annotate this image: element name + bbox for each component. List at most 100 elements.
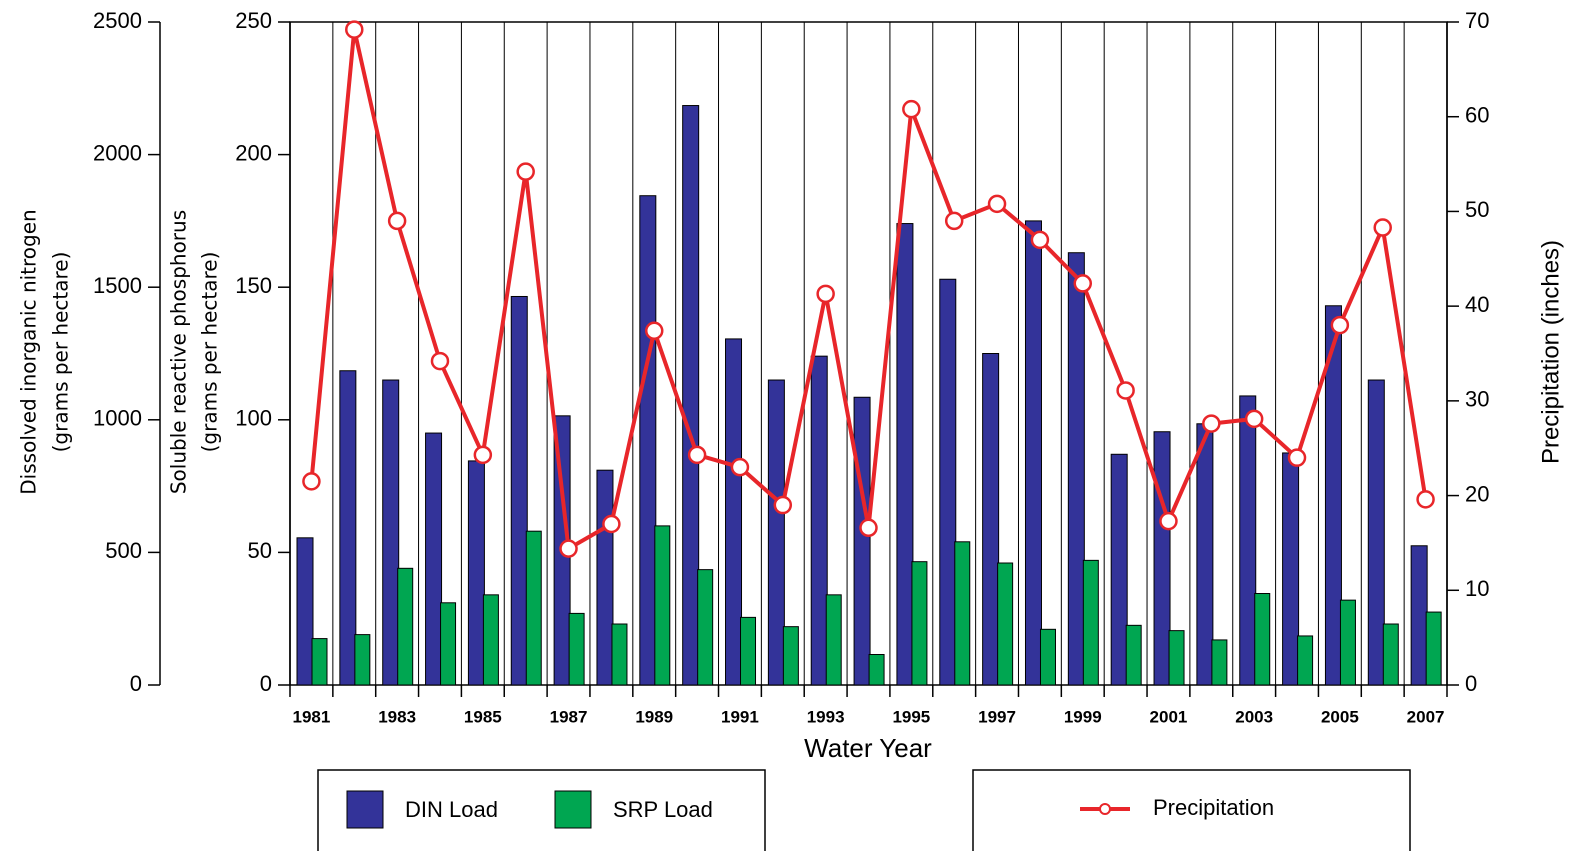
axis-title: Precipitation (inches) <box>1537 240 1564 464</box>
bar <box>296 537 314 686</box>
bar <box>896 223 914 686</box>
line-marker <box>1330 315 1350 335</box>
bar <box>1153 431 1171 686</box>
bar <box>782 626 799 686</box>
srp-tick-label: 50 <box>248 538 272 563</box>
x-tick-label: 2001 <box>1150 707 1188 726</box>
bar <box>1324 305 1342 686</box>
x-tick-label: 1991 <box>721 707 759 726</box>
bar <box>1039 628 1056 686</box>
bar <box>525 530 542 686</box>
precip-tick-label: 60 <box>1465 103 1489 128</box>
din-tick-label: 500 <box>105 538 142 563</box>
line-marker <box>1202 414 1221 433</box>
line-marker <box>430 351 450 371</box>
bar <box>997 562 1014 686</box>
x-tick-label: 1997 <box>978 707 1016 726</box>
bar <box>810 355 828 686</box>
line-marker <box>345 20 364 39</box>
bar <box>1410 545 1428 686</box>
bar <box>1239 395 1257 686</box>
axis-title: (grams per hectare) <box>49 252 73 453</box>
x-tick-label: 2003 <box>1235 707 1273 726</box>
line-marker <box>1073 274 1093 293</box>
bar <box>339 370 357 686</box>
line-marker <box>1030 230 1050 250</box>
bar <box>954 541 971 686</box>
precip-tick-label: 20 <box>1465 481 1489 506</box>
line-marker <box>773 495 793 515</box>
bar <box>596 469 614 686</box>
precip-tick-label: 70 <box>1465 8 1489 33</box>
bar <box>1382 623 1399 686</box>
bar <box>767 379 785 686</box>
line-marker <box>859 518 878 538</box>
bar <box>1110 453 1128 686</box>
bar <box>1125 624 1142 686</box>
din-tick-label: 2000 <box>93 140 142 165</box>
bar <box>1282 452 1300 686</box>
bar <box>697 569 714 686</box>
line-marker <box>1373 218 1392 237</box>
legend-box <box>317 769 766 851</box>
bar <box>1082 559 1099 686</box>
din-tick-label: 0 <box>130 671 142 696</box>
din-tick-label: 1000 <box>93 406 142 431</box>
bar <box>1024 220 1042 686</box>
bar <box>740 616 757 686</box>
bar <box>467 460 485 686</box>
line-marker <box>1244 409 1264 429</box>
x-tick-label: 1999 <box>1064 707 1102 726</box>
legend-marker <box>1099 803 1111 815</box>
line-marker <box>1416 490 1435 509</box>
bar <box>1067 252 1085 686</box>
x-tick-label: 2005 <box>1321 707 1359 726</box>
line-marker <box>559 539 578 558</box>
srp-tick-label: 0 <box>260 671 272 696</box>
line-marker <box>516 162 535 181</box>
line-marker <box>1116 381 1135 400</box>
bar <box>568 612 585 686</box>
x-axis-title: Water Year <box>804 733 932 763</box>
bar <box>354 634 371 686</box>
x-tick-label: 1989 <box>635 707 673 726</box>
bar <box>1367 379 1385 686</box>
bar <box>853 396 871 686</box>
bar <box>382 379 400 686</box>
legend-swatch <box>346 790 384 829</box>
precip-tick-label: 50 <box>1465 197 1489 222</box>
line-marker <box>730 457 750 477</box>
bar <box>1339 599 1356 686</box>
srp-tick-label: 250 <box>235 8 272 33</box>
bar <box>440 602 457 686</box>
legend-swatch <box>554 790 592 829</box>
x-tick-label: 1985 <box>464 707 502 726</box>
bar <box>1297 635 1314 686</box>
srp-tick-label: 150 <box>235 273 272 298</box>
bar <box>1168 630 1185 686</box>
precip-tick-label: 30 <box>1465 387 1489 412</box>
bar <box>639 195 657 686</box>
bar <box>825 594 842 686</box>
bar <box>868 654 885 686</box>
bar <box>1425 611 1442 686</box>
bar <box>982 353 1000 686</box>
axis-title: Dissolved inorganic nitrogen <box>17 209 41 494</box>
legend-box <box>972 769 1411 851</box>
x-tick-label: 2007 <box>1407 707 1445 726</box>
x-tick-label: 1987 <box>550 707 588 726</box>
line-marker <box>602 514 621 534</box>
line-marker <box>302 472 321 491</box>
bar <box>682 105 700 686</box>
legend-label: DIN Load <box>405 797 498 822</box>
legend-label: SRP Load <box>613 797 713 822</box>
line-marker <box>1159 511 1178 531</box>
precip-tick-label: 40 <box>1465 292 1489 317</box>
bar <box>1196 423 1214 686</box>
bar <box>725 338 743 686</box>
line-marker <box>987 194 1007 214</box>
bar <box>1211 639 1228 686</box>
bar <box>397 567 414 686</box>
x-tick-label: 1993 <box>807 707 845 726</box>
